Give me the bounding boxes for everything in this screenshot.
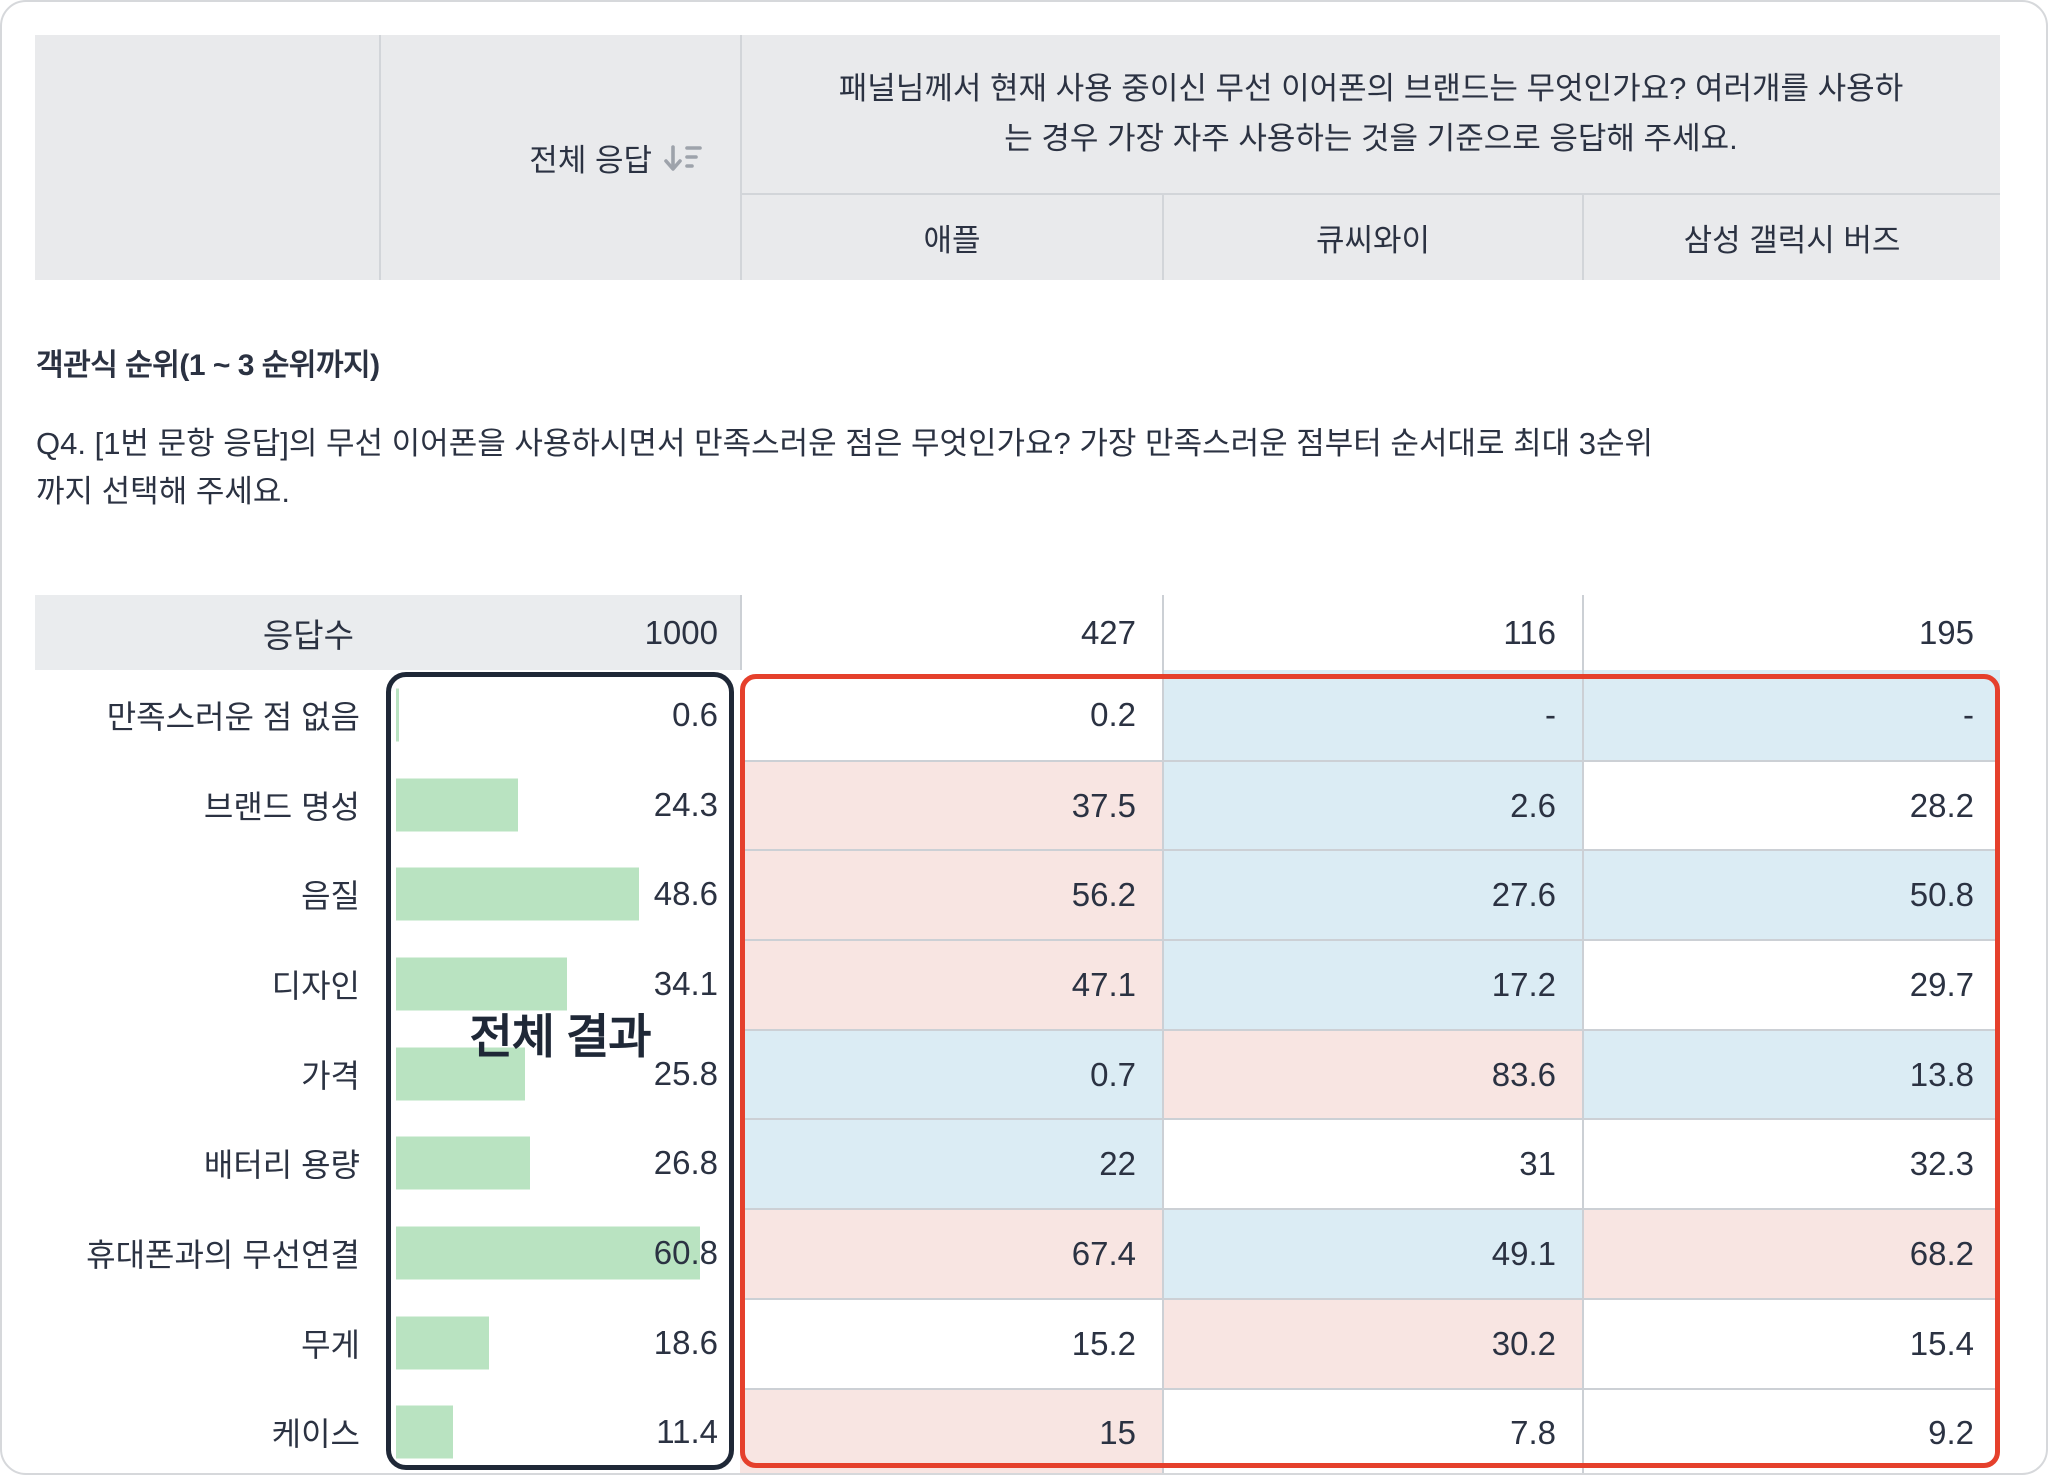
total-value: 25.8 (653, 1054, 718, 1092)
value-cell: 15.4 (1582, 1297, 2000, 1388)
value-cell: 13.8 (1582, 1028, 2000, 1119)
question-q4: Q4. [1번 문항 응답]의 무선 이어폰을 사용하시면서 만족스러운 점은 … (36, 420, 2014, 516)
count-row-label: 응답수 (35, 595, 390, 670)
value-cell: 27.6 (1162, 849, 1582, 940)
row-label: 브랜드 명성 (35, 759, 390, 850)
row-label: 무게 (35, 1297, 390, 1388)
value-cell: 28.2 (1582, 759, 2000, 850)
total-bar (396, 867, 639, 921)
row-label: 휴대폰과의 무선연결 (35, 1208, 390, 1298)
value-cell: 83.6 (1162, 1028, 1582, 1119)
total-bar-cell: 24.3 (390, 759, 740, 850)
total-bar (396, 1136, 530, 1190)
total-bar-cell: 60.8 (390, 1208, 740, 1298)
question-q4-line1: Q4. [1번 문항 응답]의 무선 이어폰을 사용하시면서 만족스러운 점은 … (36, 426, 1654, 461)
total-response-label: 전체 응답 (529, 143, 652, 178)
total-bar (396, 1405, 453, 1459)
total-bar-cell: 18.6 (390, 1297, 740, 1388)
value-cell: 0.7 (740, 1028, 1162, 1119)
total-bar-cell: 26.8 (390, 1118, 740, 1209)
total-bar (396, 1316, 489, 1370)
value-cell: 22 (740, 1118, 1162, 1209)
row-label: 케이스 (35, 1387, 390, 1473)
value-cell: 15 (740, 1387, 1162, 1473)
total-bar-cell: 25.8 (390, 1028, 740, 1119)
count-row-total-value: 1000 (390, 595, 740, 670)
value-cell: 49.1 (1162, 1208, 1582, 1298)
total-bar-cell: 34.1 (390, 939, 740, 1029)
count-row-brand-value-1: 116 (1162, 595, 1582, 670)
value-cell: 68.2 (1582, 1208, 2000, 1298)
total-value: 18.6 (653, 1323, 718, 1361)
value-cell: - (1582, 670, 2000, 760)
total-bar (396, 957, 567, 1011)
total-value: 48.6 (653, 875, 718, 913)
value-cell: 47.1 (740, 939, 1162, 1029)
brand-header-apple: 애플 (740, 195, 1162, 280)
row-label: 배터리 용량 (35, 1118, 390, 1209)
value-cell: 7.8 (1162, 1387, 1582, 1473)
total-value: 60.8 (653, 1233, 718, 1271)
total-bar-cell: 48.6 (390, 849, 740, 940)
total-value: 34.1 (653, 964, 718, 1002)
total-response-sort-header[interactable]: 전체 응답 (379, 35, 740, 280)
value-cell: 15.2 (740, 1297, 1162, 1388)
value-cell: 2.6 (1162, 759, 1582, 850)
value-cell: - (1162, 670, 1582, 760)
value-cell: 29.7 (1582, 939, 2000, 1029)
value-cell: 32.3 (1582, 1118, 2000, 1209)
total-value: 24.3 (653, 785, 718, 823)
value-cell: 50.8 (1582, 849, 2000, 940)
header-corner-cell (35, 35, 379, 280)
total-bar-cell: 11.4 (390, 1387, 740, 1473)
brand-question-line1: 패널님께서 현재 사용 중이신 무선 이어폰의 브랜드는 무엇인가요? 여러개를… (838, 71, 1904, 106)
brand-question-line2: 는 경우 가장 자주 사용하는 것을 기준으로 응답해 주세요. (1004, 121, 1738, 156)
brand-question-cell: 패널님께서 현재 사용 중이신 무선 이어폰의 브랜드는 무엇인가요? 여러개를… (740, 35, 2000, 195)
total-bar (396, 688, 399, 742)
header-table: 전체 응답 패널님께서 현재 사용 중이신 무선 이어폰의 브랜드는 무엇인가요… (35, 35, 2000, 280)
total-result-overlay-label: 전체 결과 (469, 1010, 651, 1063)
row-label: 디자인 (35, 939, 390, 1029)
count-row-brand-value-2: 195 (1582, 595, 2000, 670)
total-bar-cell: 0.6 (390, 670, 740, 760)
value-cell: 56.2 (740, 849, 1162, 940)
total-value: 26.8 (653, 1144, 718, 1182)
row-label: 가격 (35, 1028, 390, 1119)
total-value: 0.6 (672, 695, 718, 733)
total-bar (396, 778, 518, 832)
row-label: 만족스러운 점 없음 (35, 670, 390, 760)
total-bar (396, 1226, 700, 1280)
value-cell: 9.2 (1582, 1387, 2000, 1473)
value-cell: 31 (1162, 1118, 1582, 1209)
value-cell: 17.2 (1162, 939, 1582, 1029)
value-cell: 30.2 (1162, 1297, 1582, 1388)
brand-header-samsung: 삼성 갤럭시 버즈 (1582, 195, 2000, 280)
brand-header-qcy: 큐씨와이 (1162, 195, 1582, 280)
row-label: 음질 (35, 849, 390, 940)
count-row-brand-value-0: 427 (740, 595, 1162, 670)
section-title: 객관식 순위(1 ~ 3 순위까지) (36, 349, 380, 382)
value-cell: 0.2 (740, 670, 1162, 760)
sort-descending-icon[interactable] (662, 139, 702, 177)
data-table: 응답수 1000 427 116 195 만족스러운 점 없음 0.6 0.2- - 브랜드 명성… (35, 595, 2000, 1473)
question-q4-line2: 까지 선택해 주세요. (36, 474, 290, 509)
total-value: 11.4 (656, 1413, 718, 1451)
value-cell: 37.5 (740, 759, 1162, 850)
value-cell: 67.4 (740, 1208, 1162, 1298)
total-bar (396, 1047, 525, 1101)
